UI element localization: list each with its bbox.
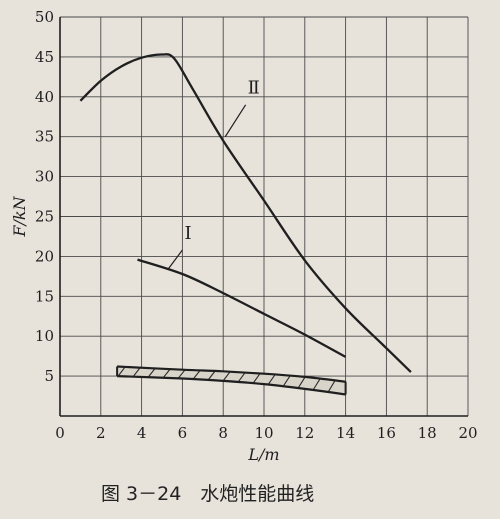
hatch-line [207, 370, 216, 381]
leader-line-I [167, 249, 183, 270]
y-tick-label-25: 25 [35, 208, 54, 226]
series-line-II [79, 53, 412, 373]
y-tick-label-45: 45 [35, 48, 54, 66]
hatch-line [267, 374, 276, 385]
y-tick-label-10: 10 [35, 327, 54, 345]
hatch-line [327, 380, 336, 393]
x-tick-label-0: 0 [55, 424, 65, 442]
x-tick-label-20: 20 [458, 424, 477, 442]
leader-line-II [224, 104, 247, 138]
x-tick-label-10: 10 [254, 424, 273, 442]
hatch-line [222, 371, 231, 382]
x-tick-label-14: 14 [336, 424, 355, 442]
labels: L/m F/kN Ⅱ Ⅰ [10, 78, 280, 464]
curve-label-II: Ⅱ [248, 78, 260, 99]
figure-caption: 图 3－24 水炮性能曲线 [101, 483, 314, 505]
curve-label-I: Ⅰ [184, 223, 191, 244]
hatch-line [282, 375, 291, 387]
hatch-line [147, 368, 156, 378]
x-tick-label-12: 12 [295, 424, 314, 442]
y-tick-label-5: 5 [44, 367, 54, 385]
y-tick-label-20: 20 [35, 247, 54, 265]
hatch-line [117, 366, 126, 377]
hatch-line [177, 369, 186, 379]
y-axis-label: F/kN [10, 195, 29, 237]
x-axis-label: L/m [247, 445, 279, 464]
x-tick-label-6: 6 [178, 424, 188, 442]
series-group [79, 53, 412, 396]
x-tick-label-8: 8 [218, 424, 228, 442]
hatch-line [192, 370, 201, 380]
band-lower-line [117, 375, 346, 396]
y-tick-label-30: 30 [35, 168, 54, 186]
series-line-I [137, 258, 347, 358]
y-tick-label-50: 50 [35, 8, 54, 26]
hatch-line [162, 368, 171, 379]
band-upper-line [117, 365, 346, 383]
hatch-line [237, 372, 246, 383]
x-tick-label-16: 16 [377, 424, 396, 442]
hatch-line [312, 378, 321, 391]
axes [59, 17, 468, 417]
y-tick-label-15: 15 [35, 287, 54, 305]
x-tick-label-18: 18 [418, 424, 437, 442]
y-tick-label-40: 40 [35, 88, 54, 106]
grid [60, 16, 469, 416]
tick-labels: 0 2 4 6 8 10 12 14 16 18 20 5 10 15 20 25 30 35 40 45 50 [35, 8, 478, 442]
x-tick-label-4: 4 [137, 424, 147, 442]
hatch-line [297, 376, 306, 389]
x-tick-label-2: 2 [96, 424, 106, 442]
hatch-line [252, 373, 261, 384]
y-tick-label-35: 35 [35, 128, 54, 146]
hatch-line [132, 367, 141, 378]
